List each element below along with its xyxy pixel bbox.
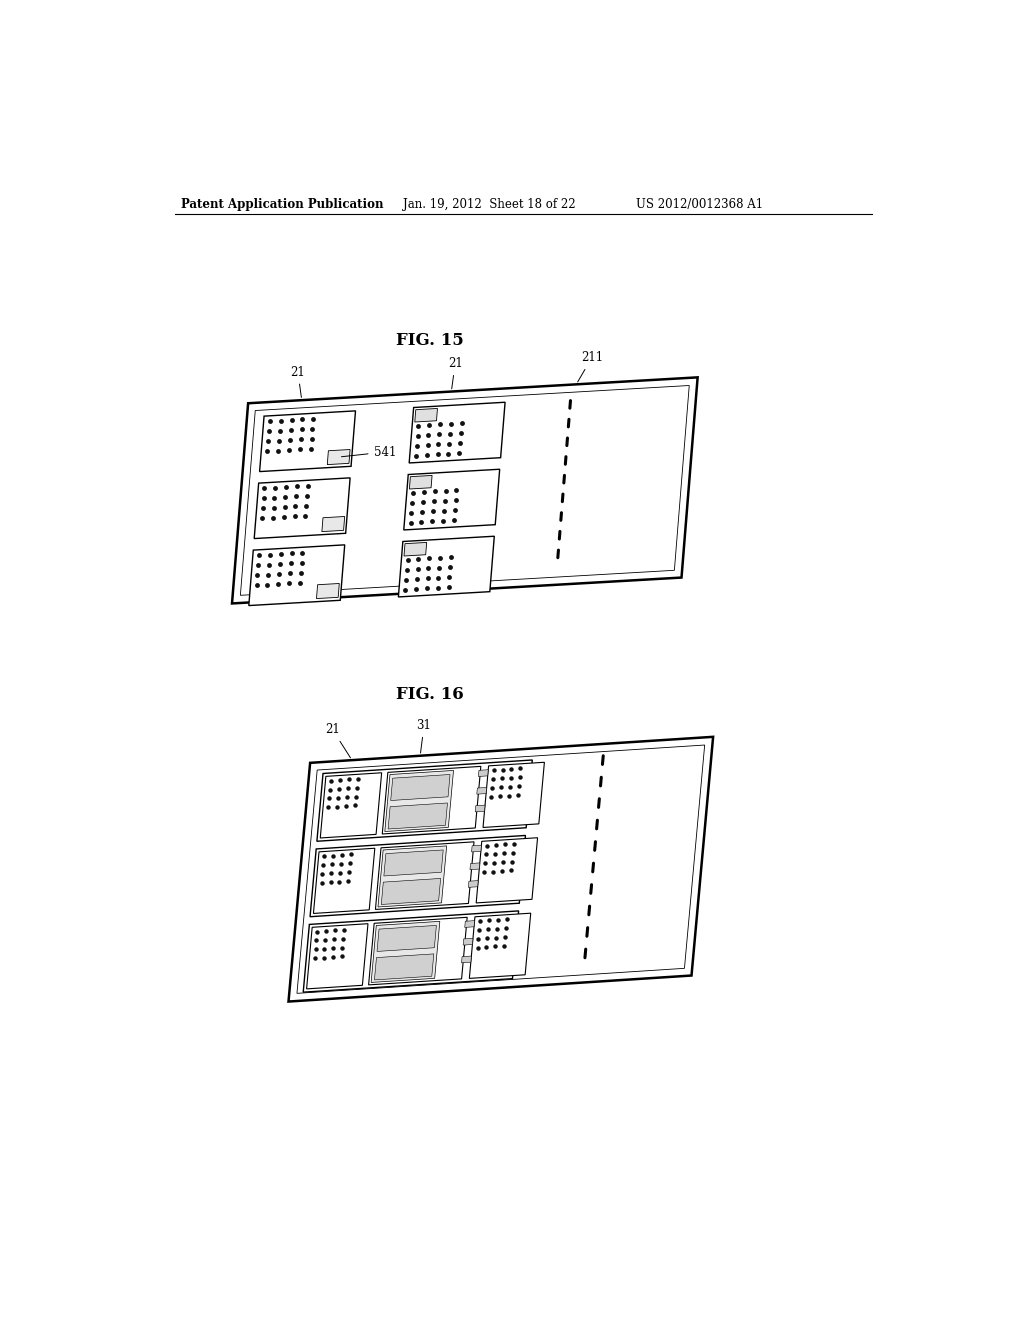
Polygon shape bbox=[316, 583, 339, 598]
Polygon shape bbox=[462, 956, 471, 962]
Polygon shape bbox=[376, 842, 474, 909]
Polygon shape bbox=[468, 880, 478, 887]
Text: 211: 211 bbox=[578, 351, 603, 381]
Polygon shape bbox=[410, 475, 432, 488]
Text: Patent Application Publication: Patent Application Publication bbox=[180, 198, 383, 211]
Polygon shape bbox=[476, 838, 538, 903]
Polygon shape bbox=[404, 543, 427, 556]
Polygon shape bbox=[470, 863, 480, 870]
Polygon shape bbox=[403, 469, 500, 529]
Polygon shape bbox=[384, 850, 443, 876]
Polygon shape bbox=[249, 545, 345, 606]
Polygon shape bbox=[232, 378, 697, 603]
Text: 21: 21 bbox=[291, 366, 305, 397]
Polygon shape bbox=[477, 788, 486, 795]
Polygon shape bbox=[316, 760, 532, 841]
Text: FIG. 16: FIG. 16 bbox=[396, 686, 464, 702]
Polygon shape bbox=[322, 516, 345, 532]
Polygon shape bbox=[382, 767, 481, 834]
Polygon shape bbox=[289, 737, 713, 1002]
Polygon shape bbox=[483, 762, 545, 828]
Polygon shape bbox=[388, 803, 447, 829]
Polygon shape bbox=[415, 408, 437, 422]
Polygon shape bbox=[306, 924, 368, 989]
Polygon shape bbox=[475, 805, 485, 812]
Polygon shape bbox=[310, 836, 525, 916]
Polygon shape bbox=[375, 954, 434, 979]
Polygon shape bbox=[369, 917, 467, 985]
Polygon shape bbox=[385, 771, 454, 832]
Polygon shape bbox=[260, 411, 355, 471]
Text: 541: 541 bbox=[341, 446, 396, 458]
Polygon shape bbox=[254, 478, 350, 539]
Polygon shape bbox=[478, 770, 488, 776]
Polygon shape bbox=[469, 913, 530, 978]
Polygon shape bbox=[303, 911, 518, 993]
Polygon shape bbox=[377, 925, 436, 952]
Polygon shape bbox=[465, 920, 474, 928]
Text: US 2012/0012368 A1: US 2012/0012368 A1 bbox=[636, 198, 763, 211]
Text: FIG. 15: FIG. 15 bbox=[396, 331, 464, 348]
Polygon shape bbox=[321, 772, 382, 838]
Polygon shape bbox=[472, 845, 481, 851]
Polygon shape bbox=[463, 939, 473, 945]
Polygon shape bbox=[398, 536, 495, 597]
Text: 31: 31 bbox=[417, 719, 431, 752]
Polygon shape bbox=[328, 450, 350, 465]
Polygon shape bbox=[381, 878, 440, 904]
Polygon shape bbox=[313, 849, 375, 913]
Text: 21: 21 bbox=[447, 356, 463, 389]
Polygon shape bbox=[391, 775, 451, 800]
Text: Jan. 19, 2012  Sheet 18 of 22: Jan. 19, 2012 Sheet 18 of 22 bbox=[403, 198, 575, 211]
Text: 21: 21 bbox=[326, 723, 350, 758]
Polygon shape bbox=[410, 403, 505, 463]
Polygon shape bbox=[371, 921, 440, 982]
Polygon shape bbox=[378, 846, 446, 907]
